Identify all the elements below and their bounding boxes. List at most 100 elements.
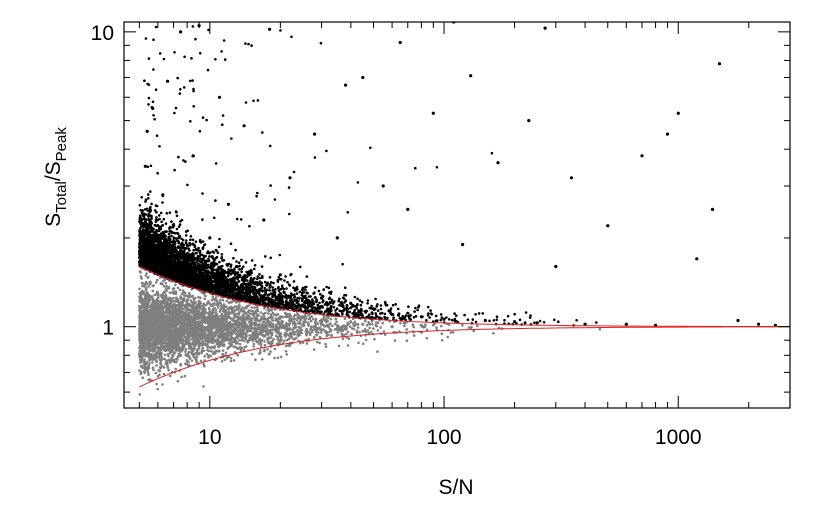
scatter-point	[277, 285, 280, 289]
scatter-point	[218, 310, 222, 313]
scatter-point	[268, 276, 272, 279]
scatter-point	[149, 205, 152, 209]
scatter-point	[374, 297, 377, 301]
scatter-point	[206, 68, 210, 72]
scatter-point	[327, 333, 330, 337]
scatter-point	[360, 300, 364, 304]
point-cloud	[138, 4, 602, 396]
scatter-point	[190, 359, 194, 362]
scatter-point	[161, 201, 164, 204]
scatter-point	[292, 328, 295, 331]
scatter-point	[416, 308, 419, 312]
scatter-point	[167, 285, 171, 289]
scatter-point	[153, 223, 157, 227]
plot-area	[138, 4, 790, 396]
scatter-point	[155, 364, 158, 367]
scatter-point	[463, 313, 466, 317]
scatter-point	[263, 286, 267, 290]
scatter-point	[180, 375, 183, 379]
scatter-point	[305, 275, 309, 278]
scatter-point	[244, 42, 247, 45]
scatter-point	[225, 299, 229, 303]
scatter-point	[313, 156, 317, 159]
scatter-point	[446, 335, 450, 339]
scatter-point	[347, 337, 351, 340]
scatter-point	[440, 324, 443, 328]
scatter-point	[553, 318, 556, 322]
scatter-point	[240, 258, 243, 262]
scatter-point	[185, 239, 188, 242]
scatter-point	[146, 165, 150, 169]
scatter-point	[353, 295, 357, 299]
scatter-point	[198, 129, 202, 133]
scatter-point	[350, 332, 353, 336]
scatter-point	[184, 362, 187, 366]
scatter-point	[238, 338, 241, 342]
scatter-point	[230, 137, 233, 140]
scatter-point	[359, 303, 363, 307]
scatter-point	[371, 323, 374, 326]
scatter-point	[391, 303, 395, 307]
scatter-point	[524, 311, 528, 314]
scatter-point	[180, 4, 183, 7]
scatter-point	[378, 312, 382, 315]
scatter-point	[221, 259, 224, 262]
scatter-point	[147, 373, 150, 377]
scatter-point	[250, 353, 254, 356]
scatter-point	[180, 292, 184, 296]
scatter-point	[330, 298, 334, 302]
scatter-point	[148, 210, 152, 214]
scatter-point	[279, 355, 283, 359]
scatter-point	[244, 311, 247, 315]
scatter-point	[453, 312, 456, 315]
scatter-point	[440, 332, 444, 336]
scatter-point	[144, 280, 148, 284]
scatter-point	[316, 303, 320, 307]
scatter-point	[201, 192, 204, 195]
scatter-point	[167, 355, 170, 358]
scatter-point	[407, 305, 410, 309]
scatter-point	[152, 368, 155, 372]
scatter-point	[233, 329, 237, 332]
scatter-point	[244, 345, 248, 348]
scatter-point	[277, 289, 281, 293]
scatter-point	[472, 329, 476, 333]
scatter-point	[276, 356, 280, 360]
scatter-point	[271, 286, 275, 289]
scatter-point	[249, 329, 253, 333]
scatter-point	[195, 303, 199, 307]
scatter-point	[335, 320, 338, 324]
scatter-point	[430, 313, 434, 316]
scatter-point	[513, 312, 516, 316]
scatter-point	[272, 281, 275, 285]
scatter-point	[364, 319, 367, 323]
scatter-point	[147, 57, 151, 60]
scatter-point	[424, 323, 427, 327]
scatter-point	[321, 328, 324, 331]
scatter-point	[529, 314, 532, 317]
scatter-point	[440, 339, 444, 342]
scatter-point	[349, 306, 352, 310]
scatter-point	[223, 58, 227, 61]
scatter-point	[258, 276, 262, 280]
scatter-point	[406, 312, 410, 315]
scatter-point	[173, 168, 176, 172]
scatter-point	[285, 353, 289, 356]
scatter-point	[393, 339, 397, 342]
scatter-point	[151, 361, 154, 364]
scatter-point	[322, 288, 326, 291]
scatter-point	[164, 286, 168, 290]
scatter-point	[155, 382, 158, 386]
scatter-point	[244, 261, 248, 264]
scatter-point	[231, 340, 235, 344]
scatter-point	[394, 303, 398, 306]
scatter-point	[356, 297, 359, 301]
scatter-point	[439, 313, 443, 316]
scatter-point	[389, 307, 393, 310]
scatter-point	[221, 349, 225, 352]
scatter-point	[162, 57, 166, 61]
scatter-point	[412, 325, 416, 329]
scatter-point	[199, 359, 203, 363]
scatter-point	[234, 248, 237, 252]
scatter-point	[330, 333, 333, 337]
